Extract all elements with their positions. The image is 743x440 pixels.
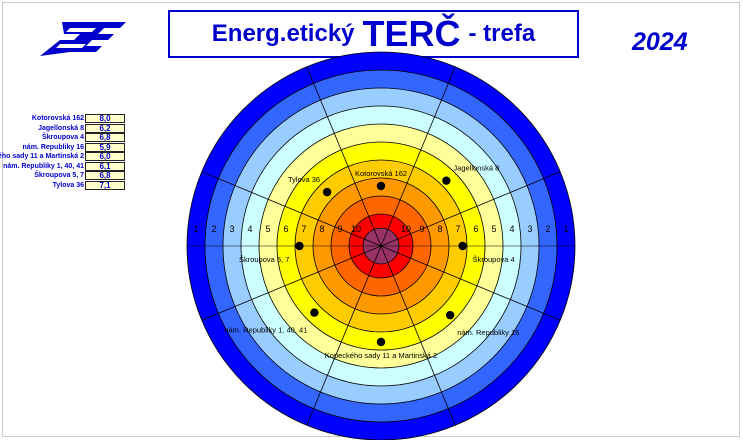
year-label: 2024 — [632, 28, 688, 56]
score-list-row: Kopeckého sady 11 a Martinská 26,0 — [0, 152, 126, 161]
score-list-name: Tylova 36 — [52, 181, 84, 189]
score-list-value: 6,8 — [85, 133, 125, 142]
score-list-value: 6,8 — [85, 171, 125, 180]
score-list-value: 7,1 — [85, 180, 125, 190]
score-list-name: Škroupova 5, 7 — [34, 172, 84, 179]
score-list-row: Škroupova 4 6,8 — [0, 133, 126, 142]
score-list-value: 6,1 — [85, 161, 125, 171]
score-list-row: Škroupova 5, 7 6,8 — [0, 171, 126, 180]
score-list-name: Jagellonská 8 — [38, 124, 84, 132]
title-big: TERČ — [362, 13, 461, 54]
energy-logo-icon — [40, 22, 126, 56]
score-list-name: nám. Republiky 1, 40, 41 — [3, 162, 84, 170]
score-list-row: nám. Republiky 16 5,9 — [0, 142, 126, 152]
score-list-value: 6,2 — [85, 123, 125, 133]
score-list-row: Kotorovská 162 8,0 — [0, 114, 126, 123]
score-list-row: nám. Republiky 1, 40, 41 6,1 — [0, 161, 126, 171]
score-list-name: Škroupova 4 — [41, 134, 84, 141]
title-pre: Energ.etický — [211, 20, 355, 47]
title-box: Energ.etický TERČ - trefa — [168, 10, 579, 58]
score-list-name: nám. Republiky 16 — [22, 143, 84, 151]
score-list-row: Tylova 36 7,1 — [0, 180, 126, 190]
score-list-name: Kopeckého sady 11 a Martinská 2 — [0, 153, 84, 160]
score-list-value: 8,0 — [85, 114, 125, 123]
score-list-value: 5,9 — [85, 142, 125, 152]
score-list-row: Jagellonská 8 6,2 — [0, 123, 126, 133]
title-post: - trefa — [468, 20, 536, 47]
score-list-value: 6,0 — [85, 152, 125, 161]
score-list-name: Kotorovská 162 — [31, 115, 84, 122]
